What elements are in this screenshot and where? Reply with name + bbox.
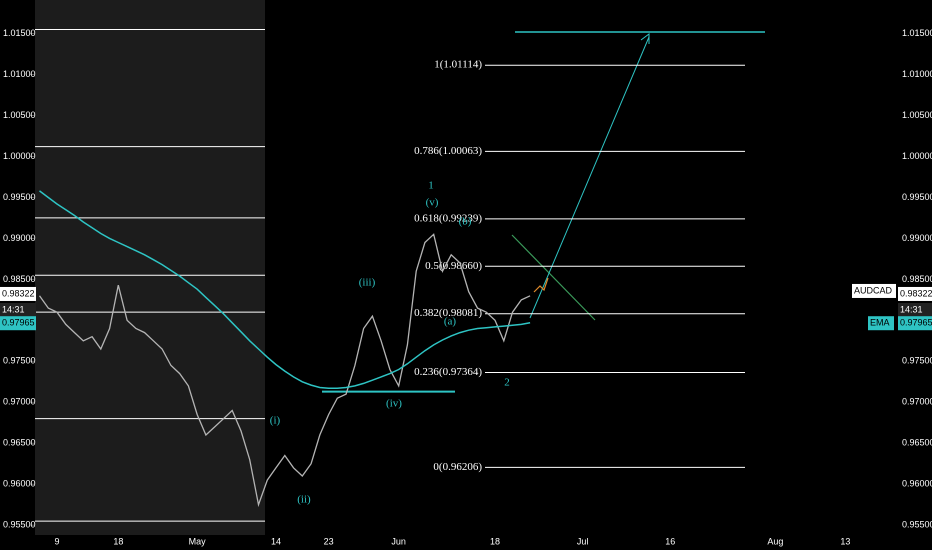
countdown-right: 14:31	[900, 304, 923, 314]
fib-label: 1(1.01114)	[434, 59, 482, 71]
last-price-right: 0.98322	[900, 288, 932, 298]
wave-label: 2	[504, 377, 510, 389]
wave-label: (a)	[444, 316, 457, 328]
y-tick-label: 1.01000	[3, 69, 36, 79]
ema-line	[39, 190, 531, 390]
ema-price-right-box	[898, 316, 932, 331]
x-tick-label: May	[189, 536, 207, 546]
ema-price-left: 0.97965	[2, 318, 35, 328]
wave-label: (iv)	[386, 398, 402, 410]
y-tick-label: 1.00500	[3, 110, 36, 120]
y-tick-label-right: 0.99500	[902, 192, 932, 202]
y-tick-label-right: 0.99000	[902, 233, 932, 243]
forecast-path	[533, 277, 549, 293]
y-tick-label-right: 1.00500	[902, 110, 932, 120]
y-tick-label: 0.99000	[3, 233, 36, 243]
countdown-left-box	[0, 302, 36, 317]
y-tick-label-right: 0.95500	[902, 520, 932, 530]
y-tick-label: 0.96000	[3, 479, 36, 489]
trend-line	[511, 234, 596, 321]
projection-arrow	[529, 36, 650, 319]
wave-label: (b)	[459, 216, 472, 228]
y-tick-label-right: 0.97500	[902, 356, 932, 366]
fib-label: 0.236(0.97364)	[414, 366, 482, 378]
y-tick-label-right: 1.00000	[902, 151, 932, 161]
y-tick-label-right: 0.96000	[902, 479, 932, 489]
y-tick-label: 0.99500	[3, 192, 36, 202]
ema-price-left-box	[0, 316, 36, 331]
y-tick-label-right: 0.98500	[902, 274, 932, 284]
countdown-right-box	[898, 302, 932, 317]
y-tick-label: 0.98500	[3, 274, 36, 284]
last-price-right-box	[898, 286, 932, 301]
ema-price-right: 0.97965	[900, 318, 932, 328]
x-tick-label: Jul	[577, 536, 589, 546]
wave-label: (v)	[426, 197, 439, 209]
last-price-left-box	[0, 286, 36, 301]
wave-label: 1	[428, 180, 434, 192]
x-tick-label: 23	[324, 536, 334, 546]
symbol-tag-box	[852, 283, 896, 298]
fib-label: 0.618(0.99239)	[414, 212, 482, 224]
arrow-head	[640, 33, 650, 44]
wave-label: (ii)	[297, 494, 311, 506]
symbol-tag: AUDCAD	[854, 285, 893, 295]
y-tick-label-right: 1.01500	[902, 28, 932, 38]
x-tick-label: 13	[840, 536, 850, 546]
y-tick-label: 1.00000	[3, 151, 36, 161]
wave-label: (i)	[270, 415, 281, 427]
price-line	[38, 233, 531, 508]
y-tick-label: 0.96500	[3, 438, 36, 448]
y-tick-label-right: 0.96500	[902, 438, 932, 448]
y-tick-label-right: 0.97000	[902, 397, 932, 407]
y-tick-label: 0.97500	[3, 356, 36, 366]
fib-label: 0(0.96206)	[433, 461, 482, 473]
y-tick-label-right: 1.01000	[902, 69, 932, 79]
y-tick-label: 0.97000	[3, 397, 36, 407]
countdown-left: 14:31	[2, 304, 25, 314]
x-tick-label: Aug	[767, 536, 783, 546]
y-tick-label: 1.01500	[3, 28, 36, 38]
wave-label: (iii)	[359, 277, 376, 289]
shaded-region	[35, 0, 265, 535]
x-tick-label: 14	[271, 536, 281, 546]
y-tick-label: 0.95500	[3, 520, 36, 530]
fib-label: 0.382(0.98081)	[414, 307, 482, 319]
x-tick-label: 18	[113, 536, 123, 546]
ema-tag: EMA	[870, 318, 890, 328]
x-tick-label: 16	[665, 536, 675, 546]
x-tick-label: 18	[490, 536, 500, 546]
x-tick-label: Jun	[391, 536, 406, 546]
ema-tag-box	[868, 316, 894, 331]
fib-label: 0.786(1.00063)	[414, 145, 482, 157]
fib-label: 0.5(0.98660)	[425, 260, 482, 272]
x-tick-label: 9	[55, 536, 60, 546]
last-price-left: 0.98322	[2, 288, 35, 298]
